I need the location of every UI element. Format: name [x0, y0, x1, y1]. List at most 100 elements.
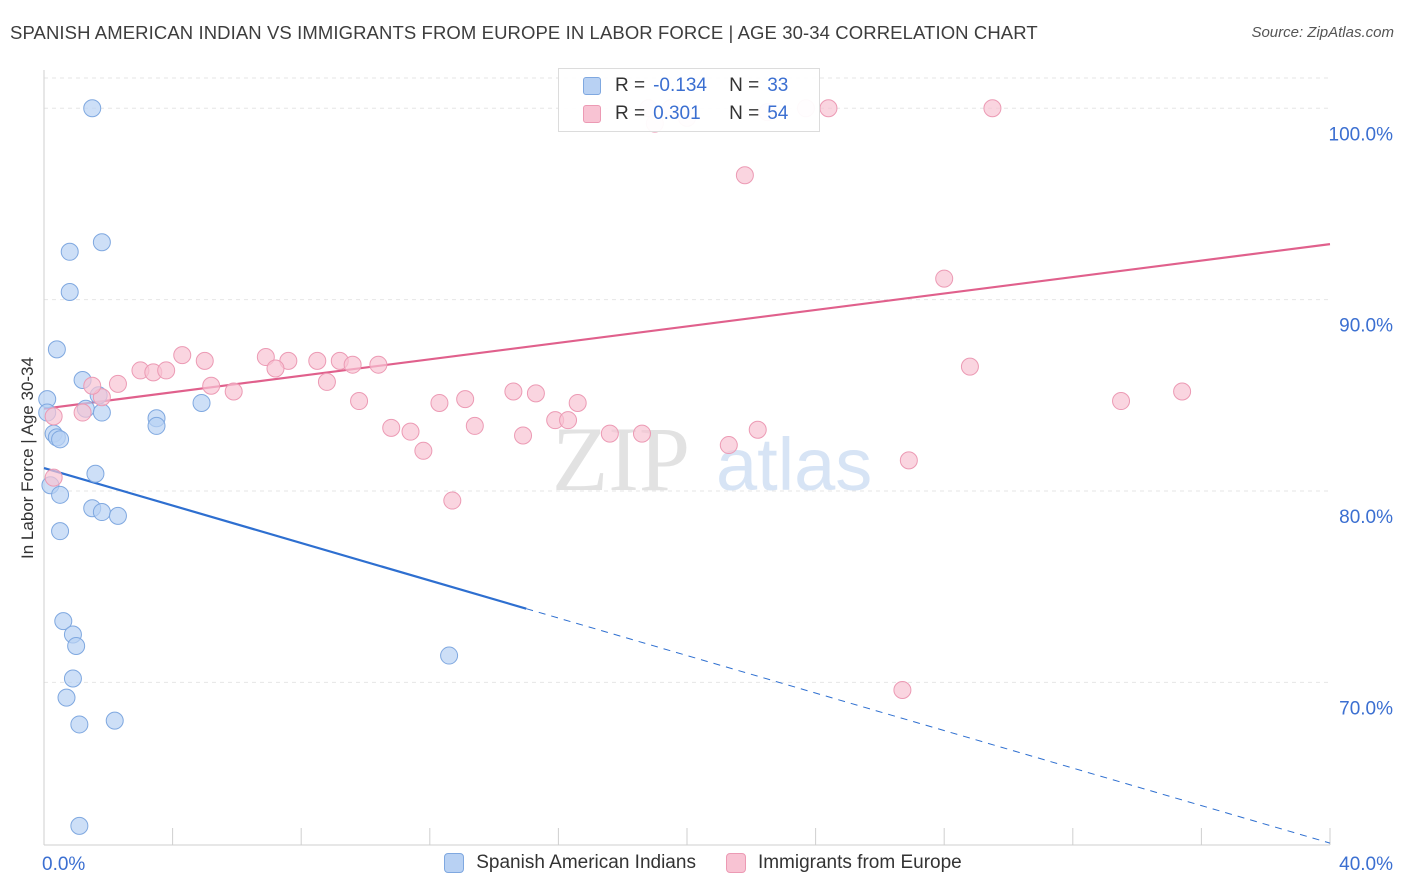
data-point — [414, 441, 433, 460]
data-point — [350, 392, 369, 411]
data-point — [369, 355, 388, 374]
data-point — [430, 393, 449, 412]
data-point — [343, 355, 362, 374]
x-tick-label: 40.0% — [1339, 854, 1393, 875]
data-point — [60, 282, 79, 301]
data-point — [317, 372, 336, 391]
data-point — [526, 384, 545, 403]
y-tick-label: 80.0% — [1339, 507, 1393, 528]
y-tick-labels: 70.0% 80.0% 90.0% 100.0% — [1329, 124, 1394, 719]
data-point — [224, 382, 243, 401]
y-tick-label: 100.0% — [1329, 124, 1394, 145]
data-point — [600, 424, 619, 443]
chart-title: SPANISH AMERICAN INDIAN VS IMMIGRANTS FR… — [10, 22, 1038, 43]
data-point — [893, 681, 912, 699]
data-point — [147, 416, 166, 435]
data-point — [108, 506, 127, 525]
legend-swatch-blue — [583, 77, 601, 95]
data-point — [54, 612, 73, 631]
data-point — [83, 99, 102, 118]
data-point — [983, 99, 1002, 118]
data-point — [266, 359, 285, 378]
y-tick-label: 70.0% — [1339, 698, 1393, 719]
data-point — [735, 166, 754, 185]
legend-swatch-pink — [583, 105, 601, 123]
data-point — [748, 420, 767, 439]
data-point — [173, 346, 192, 365]
data-point — [559, 411, 578, 430]
legend-swatch-pink — [725, 853, 746, 873]
data-point — [63, 669, 82, 688]
r-label: R = — [615, 75, 646, 96]
data-point — [899, 451, 918, 470]
series-immigrants-from-europe — [44, 99, 1192, 699]
data-point — [70, 715, 89, 734]
x-tick-label: 0.0% — [42, 854, 85, 875]
series-spanish-american-indians — [38, 99, 459, 835]
data-point — [44, 407, 63, 426]
data-point — [60, 242, 79, 261]
data-point — [568, 393, 587, 412]
data-point — [51, 522, 70, 541]
legend-swatch-blue — [444, 853, 465, 873]
data-point — [401, 422, 420, 441]
trend-lines — [43, 243, 1331, 844]
data-point — [92, 233, 111, 252]
n-value: 54 — [767, 103, 789, 124]
data-point — [443, 491, 462, 510]
data-point — [67, 636, 86, 655]
data-point — [456, 390, 475, 409]
data-point — [202, 376, 221, 395]
series-legend: Spanish American Indians Immigrants from… — [0, 852, 1406, 874]
data-point — [632, 424, 651, 443]
data-point — [382, 418, 401, 437]
n-value: 33 — [767, 75, 789, 96]
data-point — [440, 646, 459, 665]
legend-item-immigrants-from-europe: Immigrants from Europe — [725, 852, 962, 874]
data-point — [92, 403, 111, 422]
data-point — [70, 816, 89, 835]
r-label: R = — [615, 103, 646, 124]
y-tick-label: 90.0% — [1339, 316, 1393, 337]
watermark: ZIP atlas — [552, 408, 872, 510]
legend-label: Spanish American Indians — [476, 852, 696, 873]
data-point — [47, 340, 66, 359]
legend-item-spanish-american-indians: Spanish American Indians — [444, 852, 696, 874]
data-point — [108, 374, 127, 393]
data-point — [1112, 392, 1131, 411]
legend-row-spanish-american-indians: R = -0.134 N = 33 — [583, 73, 788, 99]
trend-line-spanish-american-indians-projection — [526, 608, 1331, 844]
trend-line-spanish-american-indians — [43, 466, 527, 610]
data-point — [51, 485, 70, 504]
watermark-atlas: atlas — [716, 423, 872, 506]
data-point — [514, 426, 533, 445]
data-point — [73, 403, 92, 422]
n-label: N = — [729, 75, 760, 96]
data-point — [44, 468, 63, 487]
data-point — [57, 688, 76, 707]
data-point — [83, 376, 102, 395]
r-value: -0.134 — [653, 75, 707, 96]
trend-line-immigrants-from-europe — [43, 243, 1331, 410]
x-tick-labels: 0.0% 40.0% — [42, 854, 1393, 875]
data-point — [195, 351, 214, 370]
grid-lines — [44, 77, 1330, 683]
data-point — [1173, 382, 1192, 401]
data-point — [504, 382, 523, 401]
source-label: Source: ZipAtlas.com — [1251, 24, 1394, 41]
data-point — [935, 269, 954, 288]
r-value: 0.301 — [653, 103, 701, 124]
data-point — [157, 361, 176, 380]
data-point — [465, 416, 484, 435]
data-point — [192, 393, 211, 412]
data-point — [960, 357, 979, 376]
data-point — [819, 99, 838, 118]
data-point — [719, 436, 738, 455]
data-point — [308, 351, 327, 370]
data-point — [105, 711, 124, 730]
axes — [43, 70, 1331, 846]
legend-label: Immigrants from Europe — [757, 852, 962, 873]
n-label: N = — [729, 103, 760, 124]
data-point — [92, 503, 111, 522]
